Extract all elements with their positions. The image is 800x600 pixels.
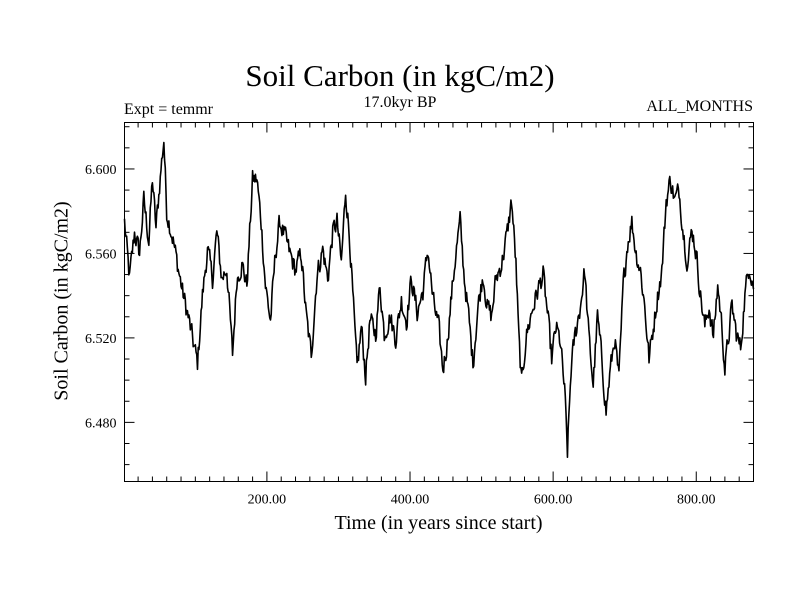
- x-axis-label: Time (in years since start): [334, 512, 543, 534]
- x-tick-label: 400.00: [391, 493, 430, 508]
- expt-label: Expt = temmr: [124, 101, 214, 118]
- y-tick-label: 6.480: [85, 416, 117, 431]
- y-tick-label: 6.520: [85, 332, 117, 347]
- y-tick-label: 6.600: [85, 163, 117, 178]
- y-tick-label: 6.560: [85, 247, 117, 262]
- chart-title: Soil Carbon (in kgC/m2): [245, 58, 555, 93]
- series-line-soil-carbon: [123, 141, 755, 459]
- months-label: ALL_MONTHS: [646, 98, 753, 115]
- tick-labels: 200.00 400.00 600.00 800.00 6.480 6.520 6.560 6…: [85, 163, 716, 508]
- x-tick-label: 200.00: [248, 493, 287, 508]
- period-subtitle: 17.0kyr BP: [363, 94, 437, 111]
- x-tick-label: 800.00: [677, 493, 716, 508]
- axis-ticks: [124, 122, 754, 482]
- plot-frame: [124, 122, 754, 482]
- x-tick-label: 600.00: [534, 493, 573, 508]
